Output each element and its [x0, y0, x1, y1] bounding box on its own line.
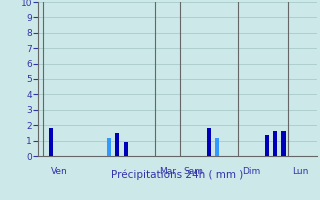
Bar	[282, 131, 286, 156]
Bar	[49, 128, 53, 156]
Bar	[207, 128, 211, 156]
Bar	[215, 138, 219, 156]
Text: Dim: Dim	[242, 167, 260, 176]
X-axis label: Précipitations 24h ( mm ): Précipitations 24h ( mm )	[111, 170, 244, 180]
Bar	[115, 133, 119, 156]
Bar	[107, 138, 111, 156]
Text: Lun: Lun	[292, 167, 308, 176]
Text: Ven: Ven	[51, 167, 68, 176]
Bar	[265, 135, 269, 156]
Text: Mar: Mar	[159, 167, 176, 176]
Bar	[273, 131, 277, 156]
Text: Sam: Sam	[184, 167, 204, 176]
Bar	[124, 142, 128, 156]
